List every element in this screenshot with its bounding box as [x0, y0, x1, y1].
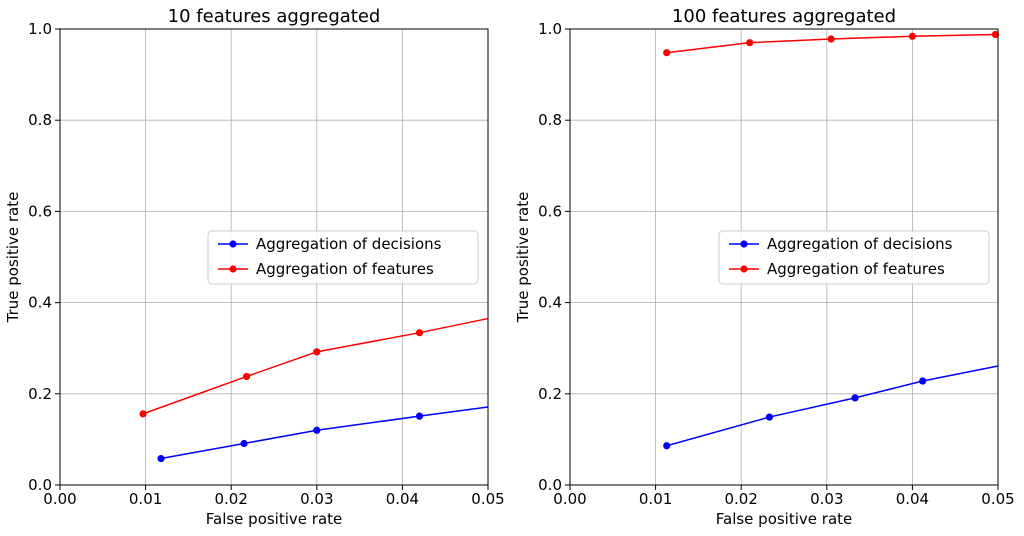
x-tick-label: 0.01 — [639, 490, 672, 508]
y-axis-label: True positive rate — [514, 192, 532, 324]
legend-label: Aggregation of decisions — [767, 235, 953, 253]
x-tick-label: 0.02 — [724, 490, 757, 508]
y-tick-label: 0.0 — [538, 476, 562, 494]
legend-entry-2: Aggregation of features — [218, 260, 434, 278]
plot-frame — [569, 28, 999, 486]
series-line — [160, 406, 489, 460]
legend-entry-1: Aggregation of decisions — [218, 235, 442, 253]
x-axis-label: False positive rate — [206, 510, 343, 528]
data-point — [908, 32, 917, 40]
legend-label: Aggregation of decisions — [256, 235, 442, 253]
series-2 — [663, 30, 1000, 57]
data-point — [243, 372, 251, 381]
data-point — [415, 412, 424, 420]
x-tick-label: 0.04 — [386, 490, 419, 508]
legend-label: Aggregation of features — [256, 260, 434, 278]
x-tick-label: 0.03 — [300, 490, 333, 508]
legend-entry-1: Aggregation of decisions — [729, 235, 953, 253]
data-point — [663, 442, 671, 450]
x-tick-label: 0.03 — [810, 490, 843, 508]
y-tick-label: 1.0 — [28, 20, 52, 38]
series-line — [666, 365, 999, 447]
y-tick-label: 0.4 — [538, 294, 562, 312]
legend-entry-2: Aggregation of features — [729, 260, 945, 278]
y-tick-label: 0.2 — [28, 385, 52, 403]
legend: Aggregation of decisions Aggregation of f… — [207, 230, 479, 285]
data-point — [919, 377, 927, 385]
data-point — [313, 426, 321, 434]
chart-panel-2: 0.00 0.01 0.02 0.03 0.04 0.05 0.0 0.2 0.4 0.6 0.8 1… — [514, 6, 1015, 528]
data-point — [765, 413, 774, 421]
legend-box — [718, 230, 990, 285]
data-point — [851, 394, 859, 402]
legend-label: Aggregation of features — [767, 260, 945, 278]
legend-marker — [229, 265, 237, 273]
y-tick-label: 1.0 — [538, 20, 562, 38]
x-tick-label: 0.05 — [981, 490, 1014, 508]
legend-marker — [740, 240, 748, 248]
y-tick-label: 0.8 — [28, 111, 52, 129]
y-axis-label: True positive rate — [4, 192, 22, 324]
x-tick-label: 0.00 — [43, 490, 76, 508]
y-tick-label: 0.6 — [28, 202, 52, 220]
data-point — [827, 35, 835, 43]
ticks: 0.00 0.01 0.02 0.03 0.04 0.05 0.0 0.2 0.4 0.6 0.8 1… — [538, 20, 1015, 508]
legend: Aggregation of decisions Aggregation of f… — [718, 230, 990, 285]
data-point — [240, 439, 248, 448]
series-1 — [157, 406, 489, 463]
series-line — [142, 317, 489, 415]
ticks: 0.00 0.01 0.02 0.03 0.04 0.05 0.0 0.2 0.4 0.6 0.8 1… — [28, 20, 505, 508]
x-tick-label: 0.04 — [896, 490, 929, 508]
legend-box — [207, 230, 479, 285]
chart-panel-1: 0.00 0.01 0.02 0.03 0.04 0.05 0.0 0.2 0.4 0.6 0.8 1… — [4, 6, 505, 528]
data-point — [746, 39, 754, 47]
data-point — [139, 410, 147, 418]
series-1 — [663, 365, 999, 450]
y-tick-label: 0.2 — [538, 385, 562, 403]
x-tick-label: 0.05 — [471, 490, 504, 508]
data-point — [313, 348, 321, 356]
series-2 — [139, 317, 489, 418]
x-axis-label: False positive rate — [716, 510, 853, 528]
data-point — [663, 49, 671, 57]
data-point — [991, 30, 1000, 39]
y-tick-label: 0.6 — [538, 202, 562, 220]
y-tick-label: 0.0 — [28, 476, 52, 494]
x-tick-label: 0.02 — [214, 490, 247, 508]
legend-marker — [229, 240, 237, 248]
x-tick-label: 0.01 — [129, 490, 162, 508]
legend-marker — [740, 265, 748, 273]
data-point — [157, 454, 165, 463]
y-tick-label: 0.4 — [28, 294, 52, 312]
chart-title: 10 features aggregated — [168, 6, 381, 27]
x-tick-label: 0.00 — [553, 490, 586, 508]
chart-title: 100 features aggregated — [672, 6, 896, 27]
data-point — [415, 329, 424, 337]
plot-frame — [59, 28, 489, 486]
y-tick-label: 0.8 — [538, 111, 562, 129]
